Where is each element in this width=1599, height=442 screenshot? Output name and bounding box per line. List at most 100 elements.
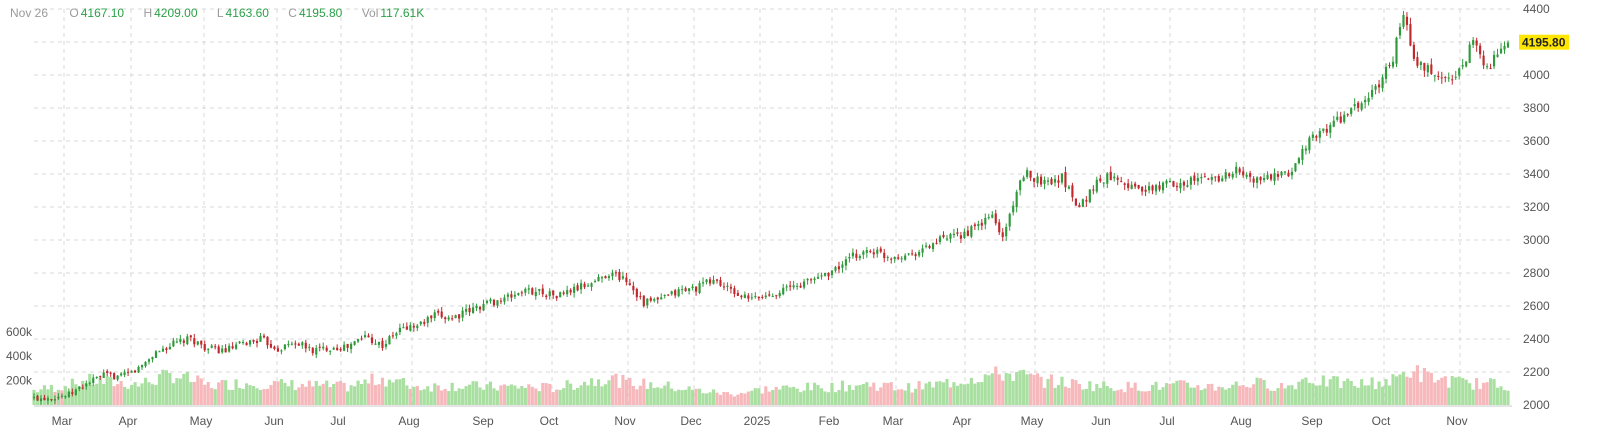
volume-bar	[921, 389, 925, 405]
candle-body	[1256, 177, 1259, 183]
volume-bar	[516, 388, 520, 405]
candle-body	[1322, 128, 1325, 131]
volume-bar	[116, 384, 120, 405]
candle-body	[851, 252, 854, 257]
volume-bar	[541, 382, 545, 405]
candle-body	[1301, 148, 1304, 160]
candle-body	[1102, 182, 1105, 184]
volume-bar	[607, 380, 611, 405]
volume-bar	[952, 382, 956, 405]
volume-bar	[88, 373, 92, 405]
candle-body	[377, 341, 381, 345]
candle-body	[1377, 84, 1381, 88]
last-price-label: 4195.80	[1522, 36, 1566, 50]
candle-body	[841, 264, 844, 268]
volume-bar	[983, 374, 987, 405]
volume-bar	[314, 380, 318, 405]
volume-bar	[488, 381, 493, 405]
candle-body	[963, 231, 966, 239]
volume-bar	[339, 381, 343, 405]
volume-bar	[927, 381, 932, 405]
volume-bar	[192, 381, 196, 405]
volume-axis-label: 400k	[6, 349, 33, 363]
legend-close-value: 4195.80	[298, 6, 343, 20]
candle-body	[1207, 178, 1210, 180]
candle-body	[391, 335, 394, 337]
volume-bar	[1499, 386, 1503, 405]
candle-body	[471, 307, 475, 314]
candle-body	[147, 359, 151, 362]
volume-bar	[523, 388, 527, 405]
volume-bar	[290, 380, 294, 405]
candle-body	[1318, 131, 1321, 138]
candle-body	[966, 230, 969, 236]
volume-bar	[356, 380, 360, 405]
candle-body	[1325, 128, 1328, 133]
volume-bar	[429, 391, 433, 405]
volume-bar	[377, 384, 381, 405]
volume-bar	[778, 389, 782, 405]
candle-body	[1046, 180, 1050, 182]
candle-body	[1238, 168, 1241, 173]
volume-bar	[126, 388, 130, 405]
volume-bar	[656, 387, 660, 405]
candle-body	[1336, 116, 1339, 120]
volume-bar	[1293, 389, 1298, 405]
volume-bar	[1279, 383, 1284, 405]
candle-body	[423, 321, 426, 324]
volume-bar	[346, 391, 350, 405]
volume-bar	[262, 389, 266, 405]
candle-body	[32, 396, 36, 399]
legend-close-key: C	[288, 6, 297, 20]
candle-body	[660, 297, 663, 300]
volume-bar	[941, 382, 946, 405]
volume-bar	[1367, 385, 1371, 405]
volume-bar	[844, 391, 848, 405]
volume-bar	[586, 385, 590, 405]
volume-bar	[551, 392, 555, 405]
ohlc-legend: Nov 26 O 4167.10 H 4209.00 L 4163.60 C 4195.…	[10, 6, 440, 20]
volume-bar	[251, 386, 256, 405]
candle-body	[513, 294, 516, 297]
candle-body	[646, 298, 649, 306]
candle-body	[1144, 189, 1147, 192]
time-axis-label: Nov	[1446, 414, 1467, 428]
candle-body	[586, 285, 590, 287]
volume-bar	[1231, 384, 1235, 405]
volume-bar	[642, 378, 646, 405]
candle-body	[465, 308, 468, 312]
candle-body	[165, 348, 168, 351]
candle-body	[1304, 148, 1307, 151]
candle-body	[1113, 176, 1116, 179]
candle-body	[942, 234, 945, 238]
volume-bar	[544, 383, 548, 405]
volume-bar	[771, 390, 775, 405]
volume-bar	[638, 385, 642, 405]
candle-body	[283, 344, 286, 350]
volume-bar	[1109, 388, 1113, 405]
volume-bar	[792, 386, 796, 405]
volume-bar	[917, 381, 921, 405]
volume-bar	[527, 384, 531, 405]
volume-bar	[255, 388, 259, 405]
candle-body	[1060, 173, 1064, 183]
candle-body	[489, 299, 492, 302]
volume-bar	[889, 382, 893, 405]
candle-body	[255, 340, 259, 344]
candle-body	[1231, 173, 1234, 178]
volume-bar	[136, 386, 141, 405]
candle-body	[1130, 184, 1133, 189]
candle-body	[844, 259, 847, 266]
candle-body	[280, 350, 283, 352]
volume-bar	[1022, 369, 1026, 405]
legend-volume-value: 117.61K	[380, 6, 425, 20]
volume-bar	[879, 387, 883, 405]
candle-body	[161, 348, 165, 352]
volume-bar	[468, 384, 472, 405]
volume-bar	[736, 394, 740, 405]
volume-bar	[1056, 385, 1061, 405]
candle-body	[573, 286, 576, 293]
candle-body	[806, 278, 809, 281]
